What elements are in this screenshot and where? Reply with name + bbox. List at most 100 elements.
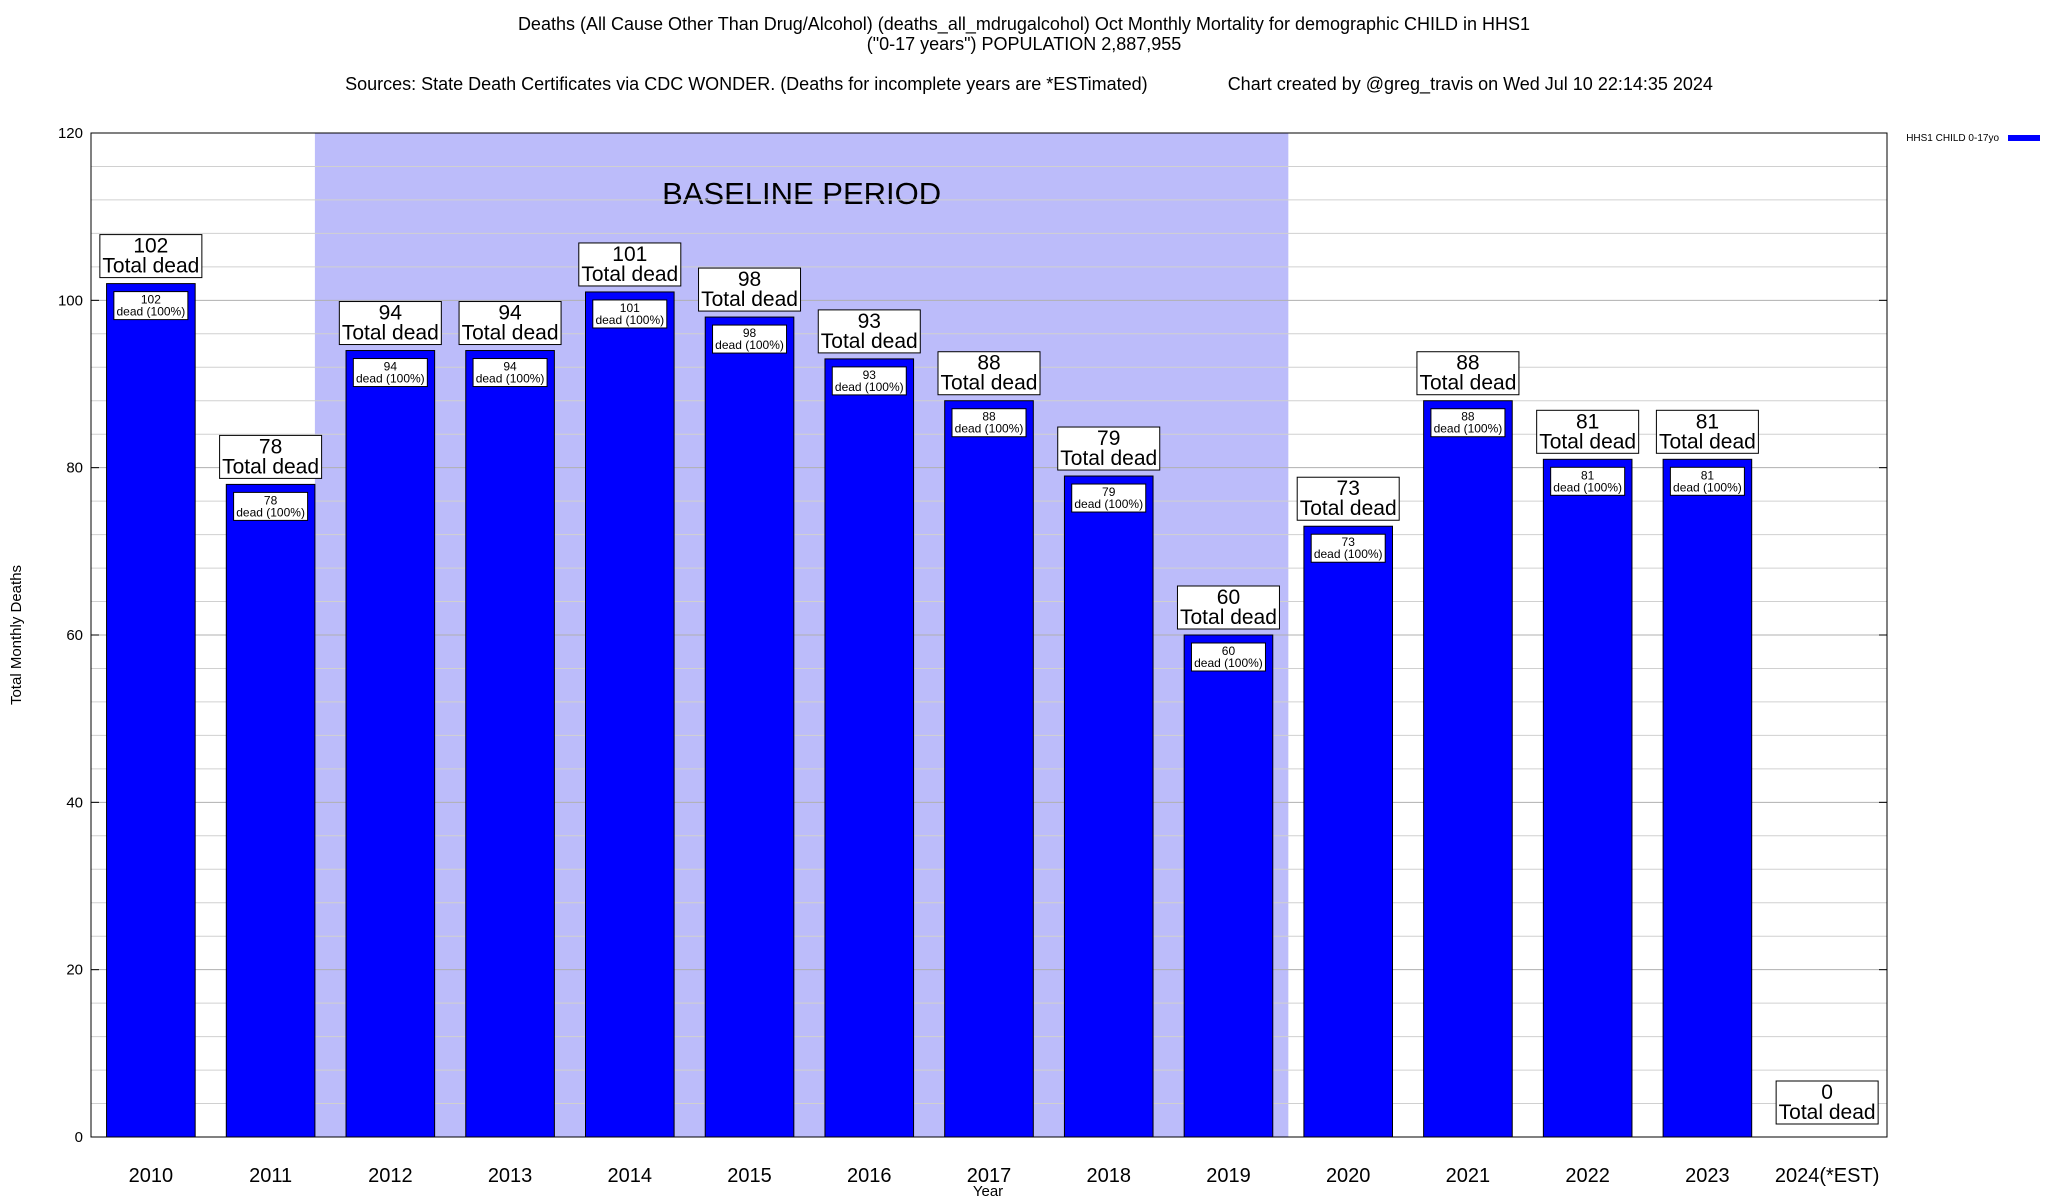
top-total-label: Total dead bbox=[1419, 372, 1516, 395]
inner-dead-label: dead (100%) bbox=[835, 380, 904, 394]
x-tick-label: 2023 bbox=[1685, 1165, 1730, 1187]
top-value-label: 102 bbox=[133, 235, 168, 258]
chart-sources-line: Sources: State Death Certificates via CD… bbox=[0, 54, 2048, 94]
inner-dead-label: dead (100%) bbox=[1314, 547, 1383, 561]
top-value-label: 98 bbox=[738, 268, 761, 291]
inner-dead-label: dead (100%) bbox=[117, 305, 186, 319]
inner-value-label: 78 bbox=[264, 493, 278, 507]
legend-swatch bbox=[2008, 135, 2040, 141]
inner-value-label: 94 bbox=[503, 360, 517, 374]
inner-value-label: 79 bbox=[1102, 485, 1116, 499]
top-label-box bbox=[1655, 409, 1759, 454]
bar-2020 bbox=[1303, 525, 1394, 1138]
top-value-label: 60 bbox=[1217, 586, 1240, 609]
y-tick-label: 100 bbox=[58, 292, 83, 309]
inner-label-box bbox=[1190, 642, 1266, 672]
inner-dead-label: dead (100%) bbox=[1553, 480, 1622, 494]
x-tick-label: 2011 bbox=[249, 1165, 292, 1187]
top-value-label: 94 bbox=[498, 302, 522, 325]
baseline-period-label: BASELINE PERIOD bbox=[662, 176, 941, 211]
top-total-label: Total dead bbox=[1539, 430, 1636, 453]
inner-dead-label: dead (100%) bbox=[955, 422, 1024, 436]
top-total-label: Total dead bbox=[1300, 497, 1397, 520]
top-value-label: 81 bbox=[1696, 410, 1719, 433]
top-label-box bbox=[1057, 426, 1161, 471]
x-tick-label: 2014 bbox=[608, 1165, 653, 1187]
top-label-box bbox=[1775, 1080, 1879, 1125]
top-total-label: Total dead bbox=[102, 255, 199, 278]
inner-dead-label: dead (100%) bbox=[1074, 497, 1143, 511]
y-tick-label: 120 bbox=[58, 125, 83, 142]
bar-2018 bbox=[1063, 475, 1154, 1138]
inner-label-box bbox=[1310, 533, 1386, 563]
x-tick-label: 2021 bbox=[1446, 1165, 1491, 1187]
top-value-label: 88 bbox=[977, 352, 1000, 375]
top-total-label: Total dead bbox=[462, 322, 559, 345]
top-value-label: 101 bbox=[612, 243, 647, 266]
top-label-box bbox=[458, 301, 562, 346]
top-label-box bbox=[937, 351, 1041, 396]
inner-value-label: 98 bbox=[743, 326, 757, 340]
inner-dead-label: dead (100%) bbox=[715, 338, 784, 352]
inner-value-label: 101 bbox=[620, 301, 640, 315]
bar-2011 bbox=[225, 483, 316, 1138]
legend-label: HHS1 CHILD 0-17yo bbox=[1906, 133, 1999, 144]
y-tick-label: 20 bbox=[66, 962, 83, 979]
chart-credit-text: Chart created by @greg_travis on Wed Jul… bbox=[1227, 74, 1713, 94]
inner-value-label: 60 bbox=[1222, 644, 1236, 658]
top-value-label: 73 bbox=[1337, 477, 1360, 500]
top-label-box bbox=[578, 242, 682, 287]
inner-value-label: 94 bbox=[384, 360, 398, 374]
top-total-label: Total dead bbox=[1180, 606, 1277, 629]
top-label-box bbox=[1296, 476, 1400, 521]
inner-label-box bbox=[831, 366, 907, 396]
x-tick-label: 2012 bbox=[368, 1165, 413, 1187]
top-label-box bbox=[338, 301, 442, 346]
top-total-label: Total dead bbox=[1060, 447, 1157, 470]
inner-label-box bbox=[472, 358, 548, 388]
x-tick-label: 2020 bbox=[1326, 1165, 1371, 1187]
x-tick-label: 2019 bbox=[1206, 1165, 1251, 1187]
inner-label-box bbox=[592, 299, 668, 329]
bar-2014 bbox=[584, 291, 675, 1138]
inner-label-box bbox=[712, 324, 788, 354]
top-label-box bbox=[219, 434, 323, 479]
top-total-label: Total dead bbox=[701, 288, 798, 311]
inner-value-label: 81 bbox=[1701, 468, 1715, 482]
inner-value-label: 73 bbox=[1342, 535, 1356, 549]
top-value-label: 78 bbox=[259, 435, 282, 458]
y-tick-label: 60 bbox=[66, 627, 83, 644]
bar-2021 bbox=[1423, 400, 1513, 1138]
chart-title-line-2: ("0-17 years") POPULATION 2,887,955 bbox=[866, 34, 1182, 54]
top-total-label: Total dead bbox=[1779, 1101, 1876, 1124]
inner-value-label: 81 bbox=[1581, 468, 1595, 482]
top-total-label: Total dead bbox=[222, 455, 319, 478]
x-tick-label: 2013 bbox=[488, 1165, 533, 1187]
inner-label-box bbox=[352, 358, 428, 388]
top-label-box bbox=[1536, 409, 1640, 454]
inner-dead-label: dead (100%) bbox=[595, 313, 664, 327]
bar-2019 bbox=[1183, 634, 1274, 1138]
top-label-box bbox=[1176, 585, 1280, 630]
chart-sources-text: Sources: State Death Certificates via CD… bbox=[345, 74, 1148, 94]
inner-value-label: 102 bbox=[141, 293, 161, 307]
inner-label-box bbox=[951, 408, 1027, 438]
bar-2012 bbox=[345, 350, 436, 1138]
inner-label-box bbox=[233, 491, 309, 521]
bar-2022 bbox=[1542, 458, 1633, 1138]
x-tick-label: 2024(*EST) bbox=[1775, 1165, 1880, 1187]
top-total-label: Total dead bbox=[1659, 430, 1756, 453]
top-value-label: 88 bbox=[1456, 352, 1479, 375]
inner-label-box bbox=[113, 291, 189, 321]
bar-2010 bbox=[106, 283, 196, 1138]
inner-label-box bbox=[1430, 408, 1506, 438]
inner-dead-label: dead (100%) bbox=[236, 505, 305, 519]
inner-dead-label: dead (100%) bbox=[1194, 656, 1263, 670]
x-tick-label: 2022 bbox=[1565, 1165, 1610, 1187]
chart-title-line-1: Deaths (All Cause Other Than Drug/Alcoho… bbox=[517, 14, 1531, 34]
top-total-label: Total dead bbox=[821, 330, 918, 353]
bar-2023 bbox=[1662, 458, 1753, 1138]
inner-value-label: 88 bbox=[1461, 410, 1475, 424]
inner-dead-label: dead (100%) bbox=[356, 372, 425, 386]
x-tick-label: 2016 bbox=[847, 1165, 892, 1187]
